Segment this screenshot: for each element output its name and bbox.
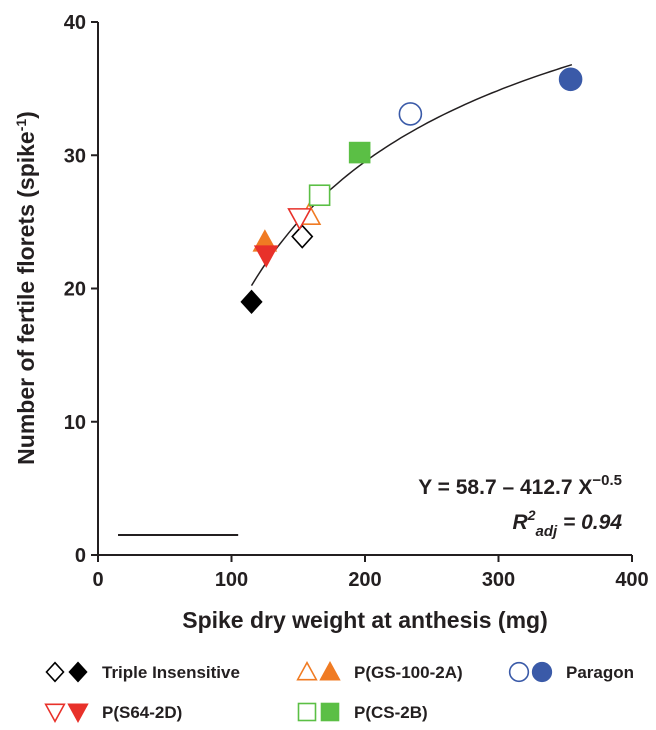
marker [45,661,65,683]
marker [348,141,371,164]
marker [297,702,317,722]
y-tick-label: 40 [64,12,86,34]
x-tick-label: 0 [92,569,103,591]
y-tick-label: 30 [64,145,86,167]
r2-base: R [513,511,529,534]
marker [67,703,89,724]
marker [398,102,423,126]
marker [253,245,279,268]
r2-value: = 0.94 [557,511,622,534]
marker [296,660,318,681]
marker [508,661,530,683]
r2-text: R2adj = 0.94 [513,507,623,540]
legend-label: Triple Insensitive [102,663,240,682]
y-tick-label: 10 [64,412,86,434]
marker [44,703,66,724]
legend-label: P(CS-2B) [354,703,428,722]
marker [558,67,583,92]
legend-label: Paragon [566,663,634,682]
y-label-end: ) [13,111,39,119]
marker [291,224,314,249]
marker [308,184,331,207]
x-tick-label: 300 [482,569,515,591]
marker [240,289,263,315]
marker [68,661,88,683]
y-axis-label: Number of fertile florets (spike-1) [13,111,39,465]
r2-sup: 2 [527,507,536,523]
fit-curve [250,63,573,286]
y-label-sup: -1 [13,119,29,132]
legend-label: P(GS-100-2A) [354,663,463,682]
equation-text: Y = 58.7 – 412.7 X [418,476,592,499]
x-tick-label: 100 [215,569,248,591]
legend-label: P(S64-2D) [102,703,182,722]
r2-sub: adj [536,523,559,540]
equation-exponent: −0.5 [592,472,622,489]
x-axis-label: Spike dry weight at anthesis (mg) [182,607,548,633]
x-tick-label: 400 [615,569,648,591]
x-tick-label: 200 [348,569,381,591]
marker [287,208,312,231]
y-tick-label: 0 [75,545,86,567]
marker [531,661,553,683]
marker [320,702,340,722]
fit-equation: Y = 58.7 – 412.7 X−0.5 [418,472,622,499]
marker [319,660,341,681]
y-label-text: Number of fertile florets (spike [13,131,39,465]
y-tick-label: 20 [64,279,86,301]
